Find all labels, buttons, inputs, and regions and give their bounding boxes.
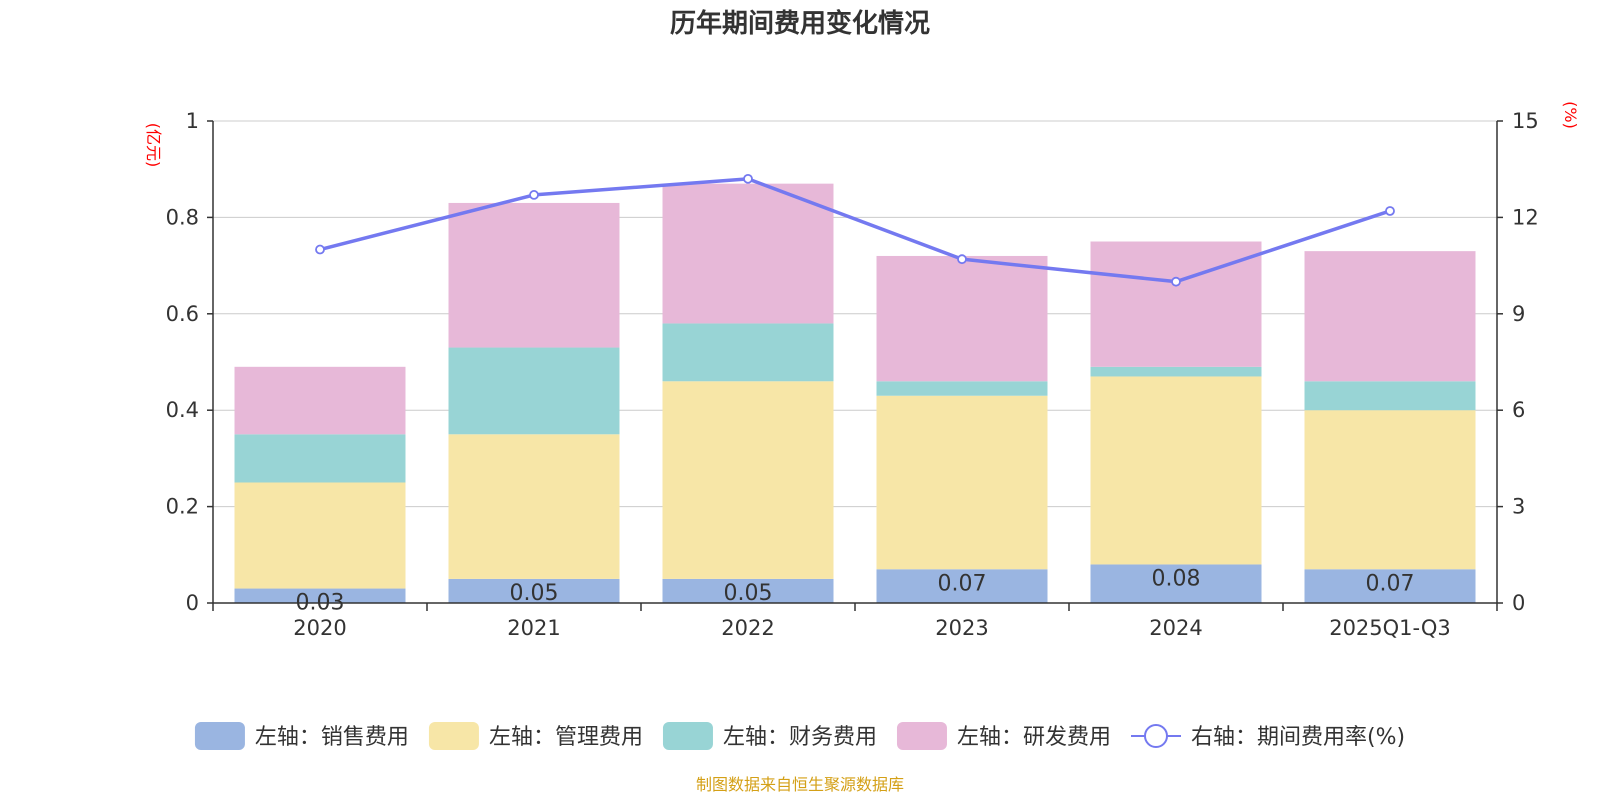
- bar-segment: [1304, 569, 1476, 603]
- bar-segment: [1090, 564, 1262, 603]
- legend-item[interactable]: 左轴：管理费用: [428, 722, 643, 750]
- legend-swatch: [194, 722, 245, 750]
- legend-swatch: [662, 722, 713, 750]
- legend-label: 左轴：研发费用: [957, 725, 1111, 750]
- right-axis-tick-label: 6: [1512, 398, 1525, 422]
- rate-point: [529, 190, 539, 200]
- x-axis-tick-label: 2022: [721, 616, 774, 640]
- legend-item[interactable]: 左轴：销售费用: [194, 722, 409, 750]
- bar-segment: [448, 202, 620, 348]
- bar-segment: [876, 381, 1048, 396]
- right-axis-tick-label: 3: [1512, 495, 1525, 519]
- rate-point: [1385, 206, 1395, 216]
- bar-segment: [234, 434, 406, 483]
- right-axis-unit: (%): [1561, 101, 1580, 129]
- left-axis-tick-label: 0: [186, 591, 199, 615]
- bar-data-label: 0.07: [938, 571, 987, 596]
- chart-title: 历年期间费用变化情况: [670, 8, 930, 39]
- rate-line-series: [315, 173, 1395, 287]
- x-axis-tick-label: 2023: [935, 616, 988, 640]
- bar-segment: [448, 347, 620, 435]
- bar-segment: [234, 588, 406, 603]
- left-axis-tick-label: 1: [186, 109, 199, 133]
- bar-segment: [876, 255, 1048, 382]
- bar-segment: [662, 578, 834, 603]
- legend-item[interactable]: 左轴：研发费用: [896, 722, 1111, 750]
- bar-segment: [662, 183, 834, 324]
- legend-swatch: [428, 722, 479, 750]
- legend-label: 左轴：财务费用: [723, 725, 877, 750]
- bar-segment: [1304, 251, 1476, 382]
- bar-data-label: 0.05: [724, 581, 773, 606]
- bar-segment: [662, 323, 834, 382]
- left-axis-tick-label: 0.2: [166, 495, 199, 519]
- left-axis-tick-label: 0.4: [166, 398, 199, 422]
- x-axis-tick-label: 2021: [507, 616, 560, 640]
- bar-segment: [448, 578, 620, 603]
- legend-label: 左轴：管理费用: [489, 725, 643, 750]
- bar-segment: [1304, 410, 1476, 570]
- legend-swatch: [896, 722, 947, 750]
- legend: 左轴：销售费用 左轴：管理费用 左轴：财务费用 左轴：研发费用 右轴：期间费用率(%): [194, 722, 1405, 750]
- legend-label: 左轴：销售费用: [255, 725, 409, 750]
- x-axis-tick-label: 2024: [1149, 616, 1202, 640]
- x-axis-tick-label: 2020: [293, 616, 346, 640]
- grid-lines: [213, 120, 1497, 508]
- left-axis-unit: (亿元): [144, 123, 163, 168]
- bar-segment: [234, 366, 406, 435]
- bar-segment: [234, 482, 406, 589]
- bar-segment: [448, 434, 620, 579]
- bar-data-label: 0.08: [1152, 566, 1201, 591]
- bar-segment: [1304, 381, 1476, 411]
- bar-segment: [662, 381, 834, 579]
- bar-segment: [1090, 376, 1262, 565]
- legend-label: 右轴：期间费用率(%): [1191, 725, 1405, 750]
- bar-data-label: 0.05: [510, 581, 559, 606]
- left-axis-tick-label: 0.8: [166, 205, 199, 229]
- x-axis-tick-label: 2025Q1-Q3: [1329, 616, 1451, 640]
- right-axis-tick-label: 15: [1512, 109, 1539, 133]
- rate-point: [1171, 276, 1181, 287]
- right-axis-tick-label: 0: [1512, 591, 1525, 615]
- right-axis-tick-label: 9: [1512, 302, 1525, 326]
- legend-item[interactable]: 右轴：期间费用率(%): [1130, 724, 1405, 750]
- axes: 0 0.2 0.4 0.6 0.8 1 0 3 6 9 12 15 2020 2021 2022 2023 20…: [166, 109, 1539, 640]
- rate-point: [315, 244, 325, 255]
- legend-marker: [1143, 724, 1168, 748]
- bar-segment: [876, 395, 1048, 570]
- bar-data-label: 0.07: [1366, 571, 1415, 596]
- source-note: 制图数据来自恒生聚源数据库: [696, 775, 904, 794]
- bar-segment: [876, 569, 1048, 603]
- rate-point: [743, 173, 753, 184]
- bar-segment: [1090, 366, 1262, 377]
- rate-line: [319, 177, 1391, 284]
- legend-item[interactable]: 左轴：财务费用: [662, 722, 877, 750]
- left-axis-tick-label: 0.6: [166, 302, 199, 326]
- bar-series: 0.03 0.05 0.05 0.07 0.08 0.07: [234, 183, 1476, 616]
- right-axis-tick-label: 12: [1512, 205, 1539, 229]
- rate-point: [957, 254, 967, 265]
